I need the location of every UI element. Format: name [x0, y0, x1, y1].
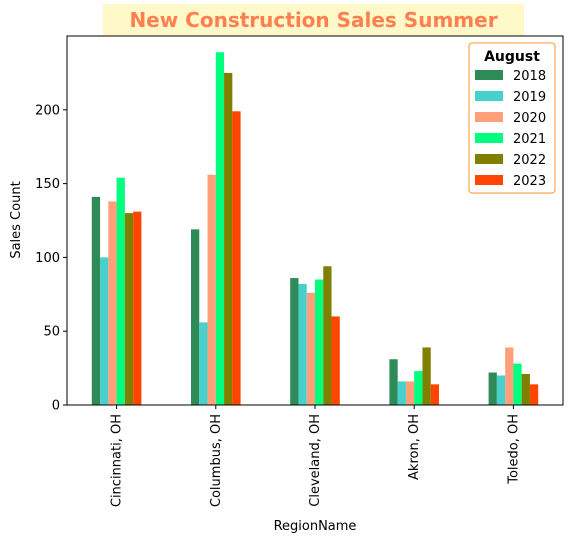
- y-axis-label: Sales Count: [9, 181, 24, 258]
- bar-2018-1: [191, 229, 200, 405]
- bar-2018-0: [91, 196, 101, 405]
- bar-2020-1: [207, 174, 216, 405]
- bar-2019-1: [199, 322, 208, 405]
- legend: August 2018 2019 2020 2021 2022 2023: [468, 42, 556, 194]
- x-tick-label: Toledo, OH: [506, 414, 521, 485]
- legend-label-2019: 2019: [513, 90, 546, 105]
- legend-label-2022: 2022: [513, 153, 546, 168]
- bar-2022-2: [323, 266, 332, 405]
- y-tick-label: 100: [35, 251, 60, 266]
- bar-2018-2: [290, 278, 299, 405]
- legend-label-2020: 2020: [513, 111, 546, 126]
- x-tick-label: Akron, OH: [407, 414, 422, 480]
- y-tick-label: 50: [43, 325, 60, 340]
- legend-title: August: [484, 49, 540, 65]
- legend-label-2018: 2018: [513, 69, 546, 84]
- bar-2021-4: [513, 363, 522, 405]
- bar-2020-0: [108, 201, 117, 405]
- bar-2019-0: [100, 257, 109, 405]
- bar-2021-3: [414, 371, 423, 405]
- bar-2022-0: [124, 213, 134, 405]
- bar-2022-4: [521, 374, 530, 405]
- x-axis-ticks: Cincinnati, OH Columbus, OH Cleveland, OH A…: [110, 405, 521, 507]
- y-tick-label: 0: [52, 399, 60, 414]
- bar-2022-3: [422, 347, 431, 405]
- bar-2023-2: [331, 316, 340, 405]
- bar-2023-0: [133, 211, 142, 405]
- x-tick-label: Columbus, OH: [209, 414, 224, 507]
- bar-2022-1: [224, 72, 233, 406]
- bar-2020-2: [306, 292, 315, 405]
- bar-2018-3: [389, 359, 398, 405]
- bar-2019-2: [298, 283, 307, 405]
- legend-swatch-2021: [475, 133, 503, 143]
- y-tick-label: 150: [35, 177, 60, 192]
- x-tick-label: Cleveland, OH: [308, 414, 323, 507]
- legend-swatch-2022: [475, 154, 503, 164]
- bar-2023-4: [529, 384, 539, 405]
- x-axis-label: RegionName: [274, 519, 357, 534]
- bar-2020-4: [505, 347, 514, 405]
- bar-2021-0: [116, 177, 125, 405]
- legend-swatch-2018: [475, 70, 503, 80]
- x-tick-label: Cincinnati, OH: [110, 414, 125, 507]
- y-tick-label: 200: [35, 103, 60, 118]
- bars-group: [91, 52, 539, 406]
- legend-label-2021: 2021: [513, 132, 546, 147]
- bar-2019-4: [496, 375, 506, 405]
- plot-frame: [66, 35, 564, 406]
- bar-2018-4: [488, 372, 497, 405]
- bar-2023-1: [232, 111, 241, 405]
- bar-2019-3: [397, 381, 406, 405]
- bar-2021-1: [215, 52, 225, 406]
- y-axis-ticks: 0 50 100 150 200: [35, 103, 67, 414]
- chart-title: New Construction Sales Summer: [129, 8, 497, 32]
- legend-swatch-2020: [475, 112, 503, 122]
- bar-2021-2: [315, 279, 324, 405]
- legend-swatch-2023: [475, 175, 503, 185]
- legend-swatch-2019: [475, 91, 503, 101]
- bar-2023-3: [430, 384, 439, 405]
- title-background: [103, 4, 524, 36]
- bar-2020-3: [405, 381, 415, 405]
- legend-label-2023: 2023: [513, 174, 546, 189]
